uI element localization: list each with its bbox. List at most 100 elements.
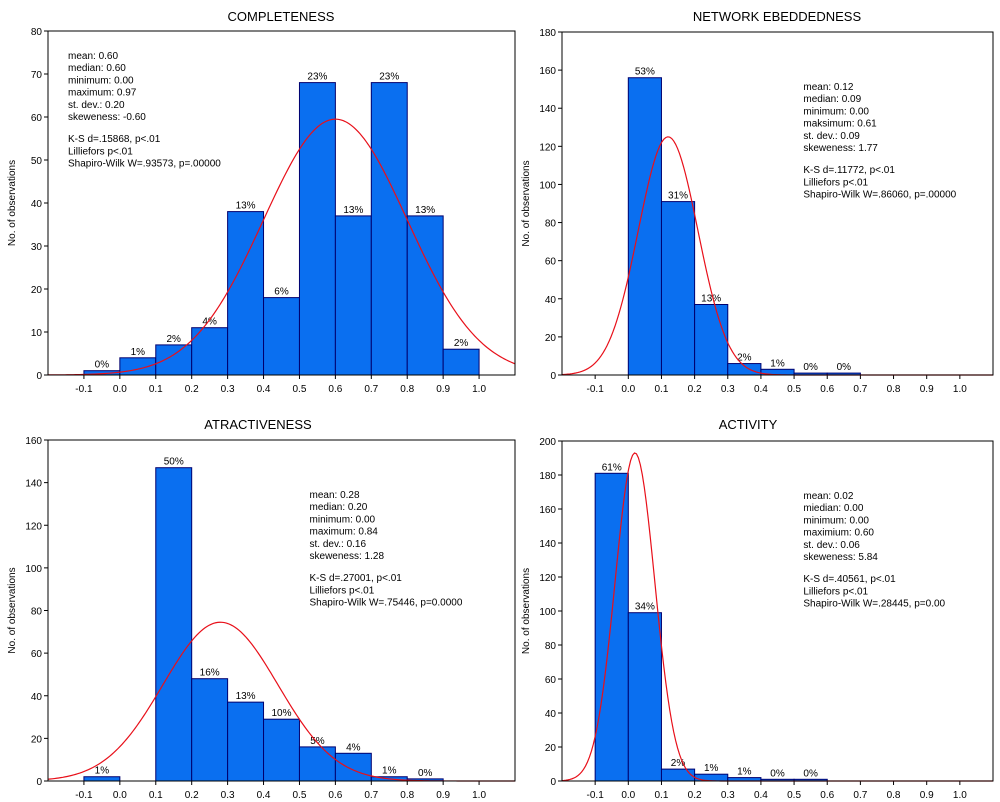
- histogram-bar: [298, 82, 336, 376]
- test-line: K-S d=.40561, p<.01: [803, 574, 896, 585]
- y-tick-label: 30: [31, 242, 43, 253]
- x-tick-label: 0.3: [221, 384, 235, 395]
- bar-percent-label: 13%: [236, 691, 256, 702]
- bar-percent-label: 0%: [803, 768, 818, 779]
- y-tick-label: 160: [539, 505, 556, 516]
- x-tick-label: 0.6: [820, 790, 834, 801]
- bar-percent-label: 0%: [95, 360, 110, 371]
- x-tick-label: 0.6: [820, 384, 834, 395]
- chart-panel-1: NETWORK EBEDDEDNESS No. of observations 0 2…: [521, 9, 994, 395]
- x-tick-label: 1.0: [472, 790, 486, 801]
- stats-line: minimum: 0.00: [310, 514, 376, 525]
- x-tick-label: 1.0: [953, 384, 967, 395]
- stats-line: mean: 0.60: [68, 51, 118, 62]
- x-tick-label: 0.9: [920, 790, 934, 801]
- y-tick-label: 50: [31, 156, 43, 167]
- x-tick-label: 0.2: [688, 384, 702, 395]
- x-tick-label: 0.8: [887, 790, 901, 801]
- chart-title: NETWORK EBEDDEDNESS: [693, 9, 862, 24]
- stats-line: maximum: 0.84: [310, 527, 379, 538]
- bar-percent-label: 0%: [803, 362, 818, 373]
- y-tick-label: 0: [36, 371, 42, 382]
- histogram-bar: [594, 472, 629, 782]
- bar-percent-label: 1%: [737, 767, 752, 778]
- x-tick-label: 0.1: [149, 790, 163, 801]
- bar-percent-label: 13%: [415, 205, 435, 216]
- test-line: Shapiro-Wilk W=.75446, p=0.0000: [310, 598, 463, 609]
- bar-percent-label: 50%: [164, 457, 184, 468]
- y-tick-label: 20: [31, 734, 43, 745]
- chart-panel-0: COMPLETENESS No. of observations 0 10 20 30 40…: [7, 9, 516, 395]
- plot-frame: [47, 439, 516, 782]
- test-line: K-S d=.27001, p<.01: [310, 573, 403, 584]
- y-tick-label: 200: [539, 437, 556, 448]
- stats-line: mean: 0.28: [310, 490, 360, 501]
- y-tick-label: 40: [545, 295, 557, 306]
- x-tick-label: 0.5: [787, 384, 801, 395]
- histogram-bar: [298, 746, 336, 782]
- histogram-bar: [83, 776, 121, 782]
- y-tick-label: 40: [545, 709, 557, 720]
- stats-line: mean: 0.12: [803, 82, 853, 93]
- chart-title: ATRACTIVENESS: [204, 417, 312, 432]
- x-tick-label: 0.9: [920, 384, 934, 395]
- y-tick-label: 20: [31, 285, 43, 296]
- stats-line: median: 0.20: [310, 502, 368, 513]
- bar-percent-label: 13%: [343, 205, 363, 216]
- x-tick-label: 0.7: [853, 790, 867, 801]
- stats-line: st. dev.: 0.06: [803, 540, 860, 551]
- x-tick-label: 0.7: [364, 384, 378, 395]
- x-tick-label: 1.0: [472, 384, 486, 395]
- plot-frame: [561, 440, 994, 782]
- histogram-bar: [660, 201, 696, 376]
- bar-percent-label: 0%: [770, 768, 785, 779]
- stats-line: maksimum: 0.61: [803, 119, 877, 130]
- stats-line: mean: 0.02: [803, 491, 853, 502]
- y-tick-label: 80: [31, 607, 43, 618]
- stats-line: maximium: 0.60: [803, 528, 874, 539]
- stats-line: st. dev.: 0.16: [310, 539, 367, 550]
- y-tick-label: 80: [545, 219, 557, 230]
- bar-percent-label: 4%: [202, 317, 217, 328]
- chart-title: ACTIVITY: [719, 417, 778, 432]
- bar-percent-label: 0%: [837, 362, 852, 373]
- histogram-bar: [334, 215, 372, 376]
- bar-percent-label: 16%: [200, 668, 220, 679]
- y-tick-label: 60: [31, 113, 43, 124]
- chart-panel-2: ATRACTIVENESS No. of observations 0 20 40 60 8…: [7, 417, 516, 801]
- y-tick-label: 120: [25, 521, 42, 532]
- y-tick-label: 140: [539, 539, 556, 550]
- y-tick-label: 140: [25, 479, 42, 490]
- test-line: K-S d=.15868, p<.01: [68, 134, 161, 145]
- y-tick-label: 40: [31, 199, 43, 210]
- x-tick-label: 0.2: [185, 384, 199, 395]
- x-tick-label: -0.1: [75, 790, 93, 801]
- histogram-bar: [406, 215, 444, 376]
- x-tick-label: 0.6: [328, 790, 342, 801]
- x-tick-label: -0.1: [75, 384, 93, 395]
- x-tick-label: -0.1: [587, 384, 605, 395]
- y-tick-label: 100: [539, 607, 556, 618]
- y-axis-label: No. of observations: [521, 160, 532, 246]
- y-tick-label: 20: [545, 743, 557, 754]
- bar-percent-label: 34%: [635, 602, 655, 613]
- bar-percent-label: 2%: [454, 338, 469, 349]
- histogram-bar: [694, 773, 729, 782]
- x-tick-label: 0.1: [149, 384, 163, 395]
- bar-percent-label: 1%: [704, 763, 719, 774]
- histogram-bar: [442, 348, 480, 376]
- stats-line: skeweness: 1.77: [803, 143, 878, 154]
- stats-line: skeweness: -0.60: [68, 112, 146, 123]
- stats-line: skeweness: 5.84: [803, 552, 878, 563]
- y-axis-label: No. of observations: [521, 568, 532, 654]
- x-tick-label: 0.2: [185, 790, 199, 801]
- x-tick-label: -0.1: [587, 790, 605, 801]
- x-tick-label: 0.4: [257, 790, 271, 801]
- x-tick-label: 0.0: [621, 790, 635, 801]
- x-tick-label: 0.4: [257, 384, 271, 395]
- y-tick-label: 120: [539, 573, 556, 584]
- bar-percent-label: 13%: [236, 201, 256, 212]
- stats-line: median: 0.60: [68, 63, 126, 74]
- bar-percent-label: 61%: [602, 462, 622, 473]
